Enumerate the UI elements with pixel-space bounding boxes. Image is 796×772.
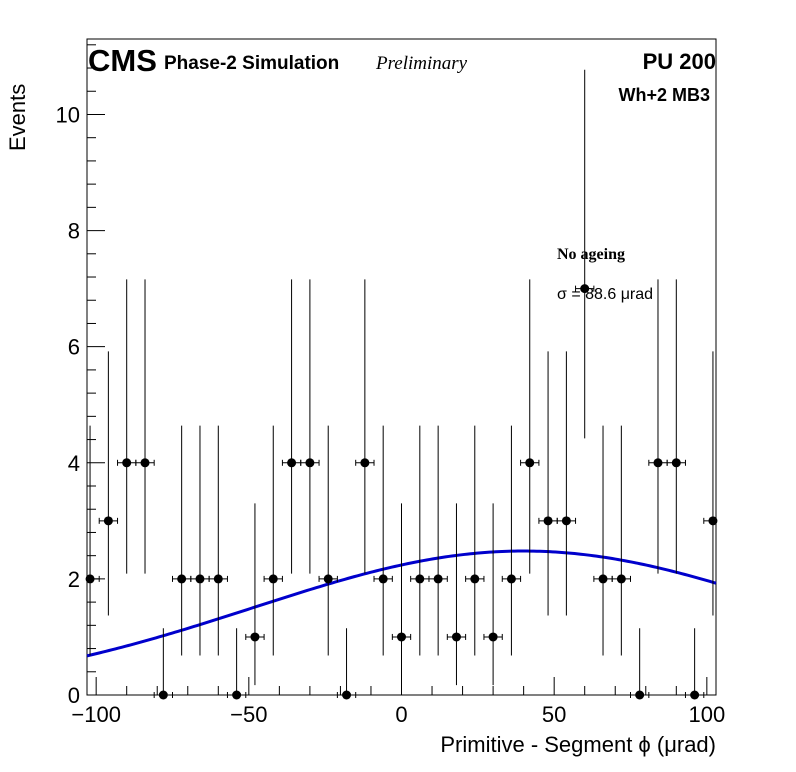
data-marker [122, 458, 132, 468]
data-point [703, 351, 718, 616]
data-marker [195, 574, 205, 584]
y-tick-label: 8 [68, 219, 80, 244]
data-point [684, 628, 705, 700]
data-marker [360, 458, 370, 468]
data-point [593, 425, 613, 656]
data-marker [378, 574, 388, 584]
data-marker [543, 516, 553, 526]
data-point [153, 628, 173, 700]
data-point [520, 279, 540, 574]
preliminary-label: Preliminary [375, 53, 468, 74]
data-marker [470, 574, 480, 584]
data-point [318, 425, 338, 656]
data-point [355, 279, 375, 574]
data-point [630, 628, 650, 700]
data-point [556, 351, 577, 616]
data-marker [671, 458, 681, 468]
data-point [666, 279, 686, 574]
data-point [428, 425, 448, 656]
condition-label: No ageing [557, 246, 625, 263]
data-marker [287, 458, 297, 468]
data-point [245, 503, 265, 686]
data-point [98, 351, 119, 616]
data-point [226, 628, 247, 700]
data-point [208, 425, 228, 656]
data-point [281, 279, 302, 574]
y-axis-title: Events [5, 84, 30, 151]
y-tick-label: 4 [68, 451, 80, 476]
y-tick-label: 6 [68, 335, 80, 360]
data-marker [451, 632, 461, 642]
data-marker [85, 574, 95, 584]
fit-result-label: σ = 88.6 μrad [557, 286, 653, 303]
data-marker [506, 574, 516, 584]
data-marker [653, 458, 663, 468]
data-marker [616, 574, 626, 584]
x-tick-label: −100 [71, 702, 121, 727]
data-point [648, 279, 668, 574]
data-point [171, 425, 192, 656]
x-tick-label: 50 [542, 702, 566, 727]
data-marker [305, 458, 315, 468]
x-axis-title: Primitive - Segment ϕ (μrad) [440, 732, 716, 757]
data-marker [397, 632, 406, 642]
data-marker [580, 284, 590, 294]
data-marker [488, 632, 498, 642]
data-point [538, 351, 558, 616]
x-tick-label: −50 [230, 702, 267, 727]
data-point [611, 425, 632, 656]
phase2-label: Phase-2 Simulation [164, 53, 339, 74]
y-tick-label: 10 [56, 102, 80, 127]
data-point [263, 425, 283, 656]
x-tick-label: 0 [395, 702, 407, 727]
data-marker [213, 574, 223, 584]
data-marker [525, 458, 535, 468]
data-marker [250, 632, 260, 642]
data-point [391, 503, 412, 686]
data-point [575, 69, 595, 439]
data-marker [415, 574, 425, 584]
data-point [300, 279, 320, 574]
data-point [446, 503, 467, 686]
data-marker [268, 574, 278, 584]
data-marker [177, 574, 187, 584]
data-marker [323, 574, 333, 584]
data-point [85, 425, 100, 656]
data-point [483, 503, 503, 686]
data-point [117, 279, 137, 574]
data-marker [708, 516, 718, 526]
data-marker [561, 516, 571, 526]
data-point [501, 425, 522, 656]
region-label: Wh+2 MB3 [618, 85, 710, 105]
data-point [410, 425, 430, 656]
data-marker [433, 574, 443, 584]
data-marker [342, 690, 352, 700]
data-point [135, 279, 155, 574]
data-point [190, 425, 210, 656]
data-point [465, 425, 485, 656]
pileup-label: PU 200 [643, 49, 716, 74]
data-point [373, 425, 393, 656]
cms-label: CMS [88, 43, 157, 78]
x-tick-label: 100 [688, 702, 725, 727]
data-marker [635, 690, 645, 700]
data-marker [140, 458, 150, 468]
y-tick-label: 0 [68, 683, 80, 708]
data-marker [103, 516, 113, 526]
data-marker [158, 690, 168, 700]
data-marker [232, 690, 242, 700]
data-marker [598, 574, 608, 584]
y-tick-label: 2 [68, 567, 80, 592]
data-point [336, 628, 357, 700]
data-marker [690, 690, 700, 700]
